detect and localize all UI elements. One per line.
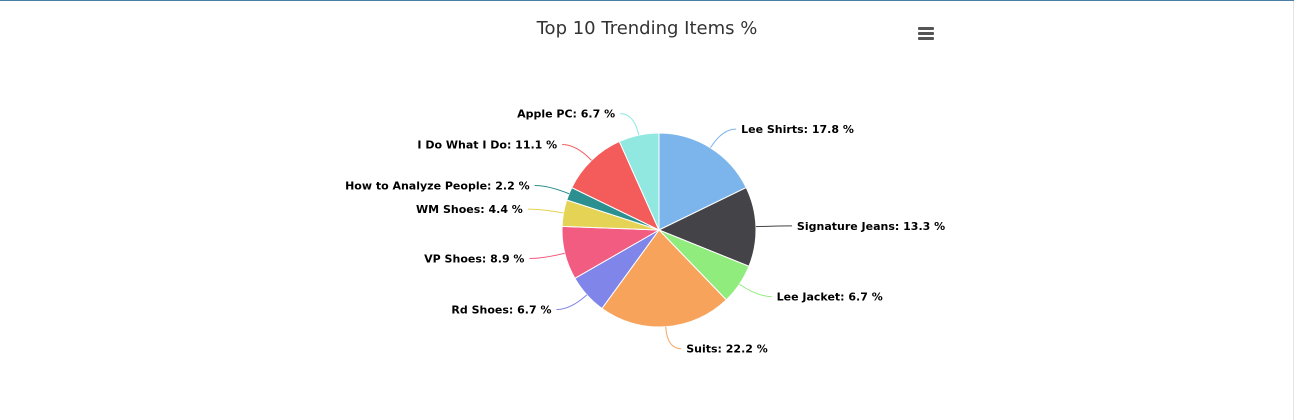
data-label: VP Shoes: 8.9 %	[424, 253, 524, 266]
chart-title: Top 10 Trending Items %	[536, 18, 758, 39]
data-label: How to Analyze People: 2.2 %	[345, 179, 530, 192]
data-label-connector	[562, 144, 592, 161]
data-label: Rd Shoes: 6.7 %	[451, 304, 551, 317]
data-label-connector	[755, 225, 792, 228]
data-label: Apple PC: 6.7 %	[517, 108, 615, 121]
data-label-connector	[556, 294, 588, 311]
data-label-connector	[620, 113, 640, 136]
data-label-connector	[665, 326, 682, 350]
data-label: Lee Shirts: 17.8 %	[741, 123, 854, 136]
hamburger-menu-icon-bar	[918, 37, 934, 40]
context-menu-button[interactable]	[914, 25, 938, 43]
data-label-connector	[534, 184, 570, 195]
pie-slice[interactable]	[657, 186, 757, 267]
data-label: WM Shoes: 4.4 %	[416, 203, 523, 216]
pie-slice[interactable]	[618, 132, 660, 231]
pie-slice[interactable]	[658, 132, 747, 231]
data-label-connector	[529, 252, 565, 260]
data-label: Lee Jacket: 6.7 %	[777, 291, 883, 304]
hamburger-menu-icon	[918, 27, 934, 30]
data-label: Suits: 22.2 %	[686, 343, 768, 356]
data-label: Signature Jeans: 13.3 %	[797, 220, 945, 233]
pie-slice[interactable]	[601, 229, 727, 328]
data-label-connector	[710, 128, 737, 149]
pie-slice[interactable]	[571, 140, 661, 232]
data-label-connector	[527, 208, 564, 214]
hamburger-menu-icon-bar	[918, 32, 934, 35]
data-label: I Do What I Do: 11.1 %	[417, 139, 557, 152]
data-label-connector	[739, 283, 772, 298]
